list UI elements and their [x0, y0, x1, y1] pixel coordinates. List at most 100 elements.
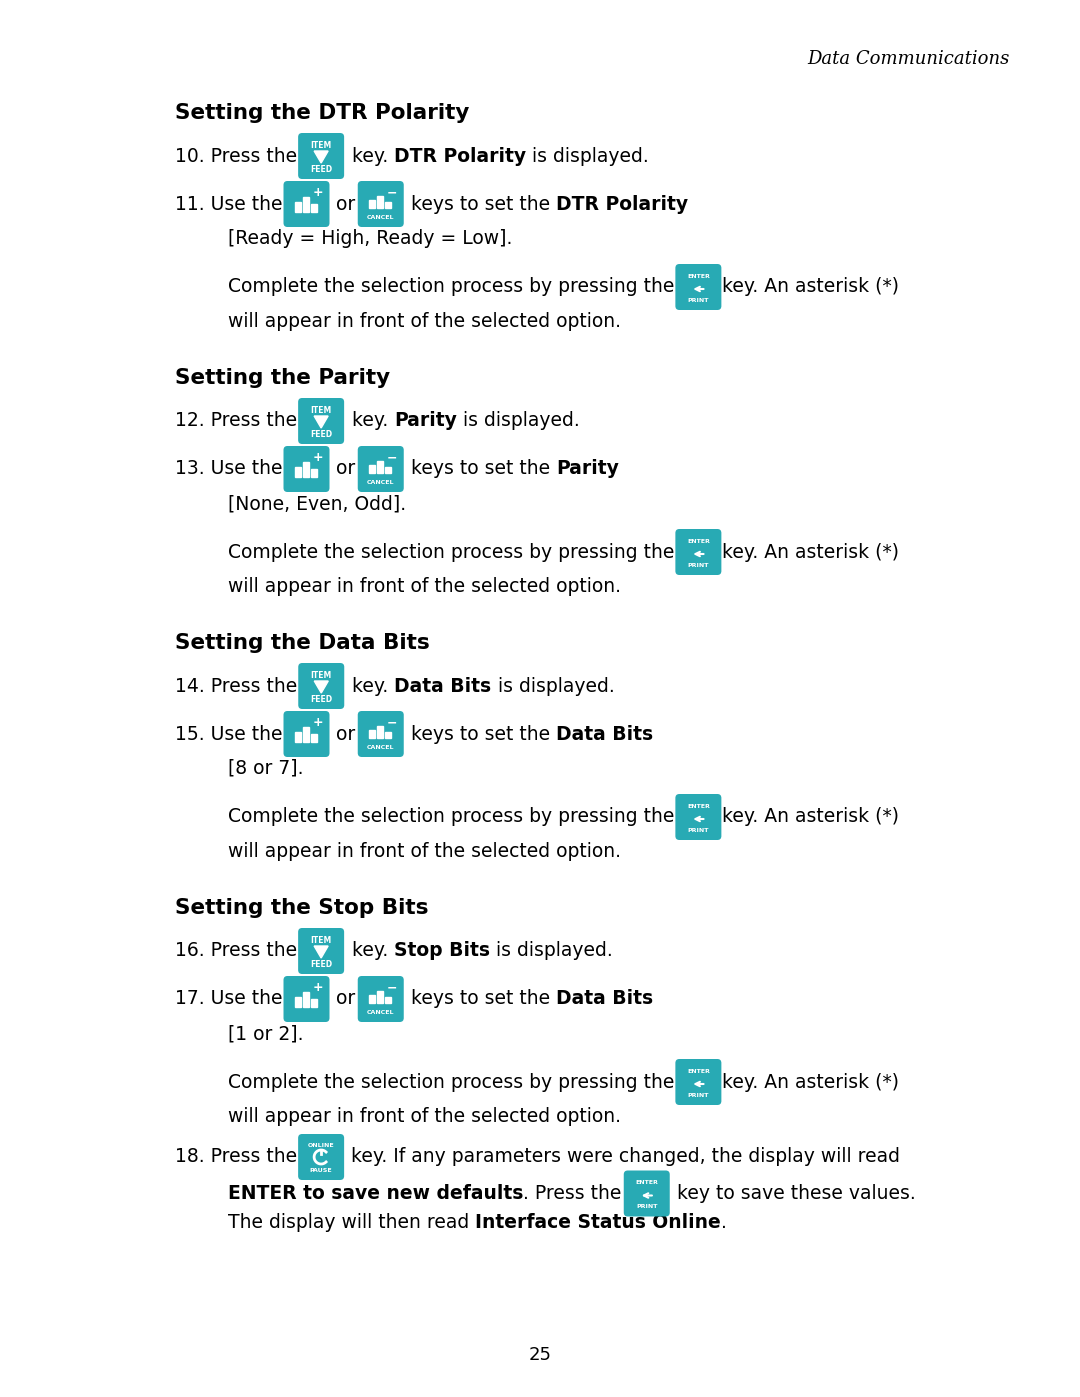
Text: key.: key.: [347, 676, 394, 696]
Text: PRINT: PRINT: [636, 1204, 658, 1210]
Text: PAUSE: PAUSE: [310, 1168, 333, 1173]
Bar: [368, 200, 375, 208]
Text: +: +: [312, 451, 323, 464]
Text: key. An asterisk (*): key. An asterisk (*): [723, 807, 900, 827]
Text: [None, Even, Odd].: [None, Even, Odd].: [228, 495, 406, 513]
Bar: [302, 462, 309, 476]
FancyBboxPatch shape: [298, 928, 345, 974]
Text: Parity: Parity: [394, 412, 457, 430]
FancyBboxPatch shape: [357, 182, 404, 226]
Bar: [295, 732, 300, 742]
Text: The display will then read: The display will then read: [228, 1213, 475, 1232]
Text: Complete the selection process by pressing the: Complete the selection process by pressi…: [228, 807, 674, 827]
Text: 17. Use the: 17. Use the: [175, 989, 283, 1009]
FancyBboxPatch shape: [675, 264, 721, 310]
Text: FEED: FEED: [310, 430, 333, 439]
Text: 25: 25: [528, 1345, 552, 1363]
Text: 12. Press the: 12. Press the: [175, 412, 297, 430]
Text: will appear in front of the selected option.: will appear in front of the selected opt…: [228, 312, 621, 331]
Text: 10. Press the: 10. Press the: [175, 147, 297, 165]
FancyBboxPatch shape: [357, 446, 404, 492]
Text: key.: key.: [346, 942, 394, 961]
Text: Setting the Stop Bits: Setting the Stop Bits: [175, 898, 429, 918]
Text: ENTER: ENTER: [635, 1180, 658, 1186]
Text: CANCEL: CANCEL: [367, 215, 394, 219]
Bar: [368, 465, 375, 474]
FancyBboxPatch shape: [357, 977, 404, 1023]
Text: keys to set the: keys to set the: [405, 989, 556, 1009]
Text: 13. Use the: 13. Use the: [175, 460, 283, 479]
Text: Parity: Parity: [556, 460, 619, 479]
Text: Data Communications: Data Communications: [808, 50, 1010, 68]
Text: ENTER: ENTER: [687, 539, 710, 543]
Text: Data Bits: Data Bits: [556, 725, 653, 743]
FancyBboxPatch shape: [624, 1171, 670, 1217]
Bar: [295, 467, 300, 476]
FancyBboxPatch shape: [283, 446, 329, 492]
Bar: [377, 196, 382, 208]
Text: +: +: [312, 717, 323, 729]
Text: +: +: [312, 186, 323, 200]
FancyBboxPatch shape: [357, 711, 404, 757]
Text: ENTER: ENTER: [687, 803, 710, 809]
Text: [1 or 2].: [1 or 2].: [228, 1024, 303, 1044]
Text: or: or: [330, 725, 362, 743]
FancyBboxPatch shape: [298, 398, 345, 444]
Text: ENTER to save new defaults: ENTER to save new defaults: [228, 1185, 524, 1203]
Text: Setting the Parity: Setting the Parity: [175, 367, 390, 388]
FancyBboxPatch shape: [283, 711, 329, 757]
Text: FEED: FEED: [310, 165, 333, 173]
Text: or: or: [330, 989, 362, 1009]
Text: −: −: [387, 981, 397, 995]
Bar: [377, 726, 382, 738]
Text: [8 or 7].: [8 or 7].: [228, 759, 303, 778]
Text: ITEM: ITEM: [311, 936, 332, 944]
Text: or: or: [330, 460, 362, 479]
Bar: [311, 469, 316, 476]
Text: DTR Polarity: DTR Polarity: [556, 194, 688, 214]
Text: is displayed.: is displayed.: [527, 147, 649, 165]
Text: Stop Bits: Stop Bits: [394, 942, 490, 961]
Text: Data Bits: Data Bits: [556, 989, 653, 1009]
Text: 16. Press the: 16. Press the: [175, 942, 297, 961]
Bar: [295, 203, 300, 212]
FancyBboxPatch shape: [675, 793, 721, 840]
Text: PRINT: PRINT: [688, 298, 710, 303]
Text: +: +: [312, 981, 323, 995]
FancyBboxPatch shape: [675, 529, 721, 576]
Text: Complete the selection process by pressing the: Complete the selection process by pressi…: [228, 542, 674, 562]
Text: CANCEL: CANCEL: [367, 1010, 394, 1014]
Bar: [311, 733, 316, 742]
Text: will appear in front of the selected option.: will appear in front of the selected opt…: [228, 842, 621, 861]
Text: 14. Press the: 14. Press the: [175, 676, 297, 696]
Text: FEED: FEED: [310, 694, 333, 704]
Text: key. If any parameters were changed, the display will read: key. If any parameters were changed, the…: [346, 1147, 900, 1166]
Polygon shape: [314, 946, 328, 958]
Text: will appear in front of the selected option.: will appear in front of the selected opt…: [228, 577, 621, 597]
Bar: [368, 995, 375, 1003]
FancyBboxPatch shape: [298, 133, 345, 179]
FancyBboxPatch shape: [675, 1059, 721, 1105]
Text: DTR Polarity: DTR Polarity: [394, 147, 527, 165]
Text: key. An asterisk (*): key. An asterisk (*): [723, 278, 900, 296]
Text: 11. Use the: 11. Use the: [175, 194, 283, 214]
Bar: [377, 990, 382, 1003]
Text: Interface Status Online: Interface Status Online: [475, 1213, 721, 1232]
Text: keys to set the: keys to set the: [405, 194, 556, 214]
Bar: [384, 732, 391, 738]
Text: key. An asterisk (*): key. An asterisk (*): [723, 1073, 900, 1091]
Text: 18. Press the: 18. Press the: [175, 1147, 297, 1166]
Text: [Ready = High, Ready = Low].: [Ready = High, Ready = Low].: [228, 229, 512, 249]
Text: PRINT: PRINT: [688, 1092, 710, 1098]
Text: ENTER: ENTER: [687, 1069, 710, 1074]
Bar: [377, 461, 382, 474]
Text: Complete the selection process by pressing the: Complete the selection process by pressi…: [228, 278, 674, 296]
Text: Data Bits: Data Bits: [394, 676, 491, 696]
Bar: [295, 997, 300, 1007]
Bar: [311, 204, 316, 212]
Text: −: −: [387, 186, 397, 200]
Text: −: −: [387, 717, 397, 729]
Text: FEED: FEED: [310, 960, 333, 968]
Text: Setting the DTR Polarity: Setting the DTR Polarity: [175, 103, 470, 123]
Polygon shape: [314, 680, 328, 693]
